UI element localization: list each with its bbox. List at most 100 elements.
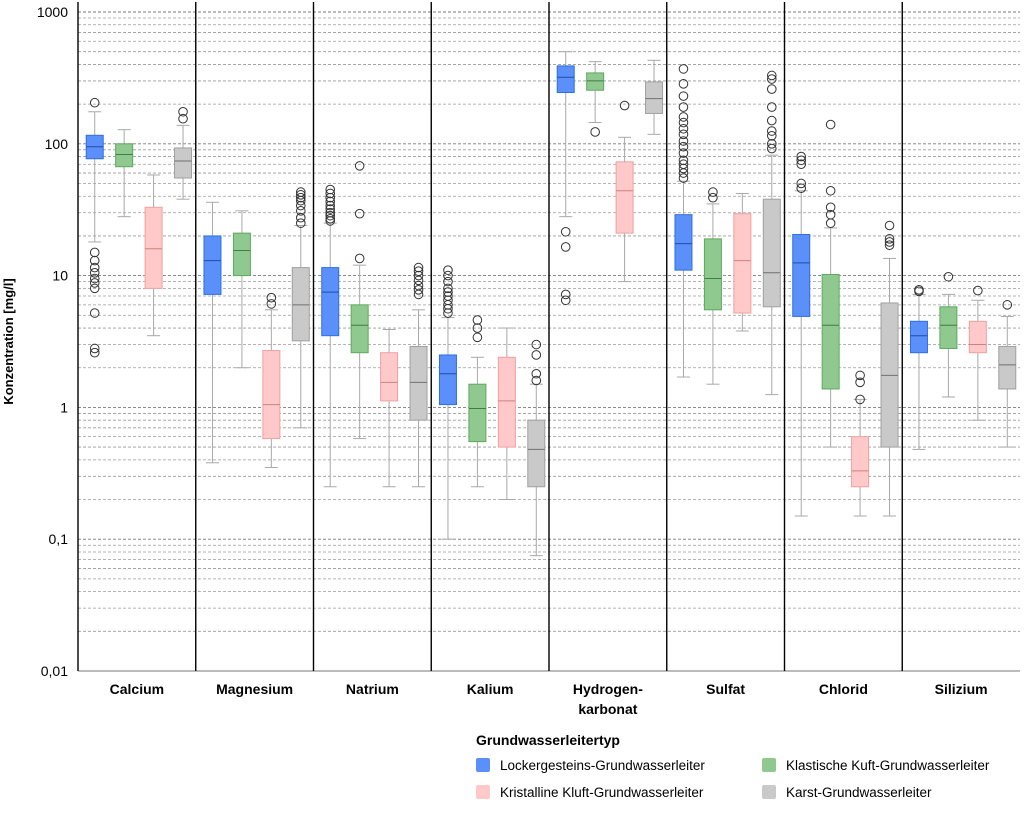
outlier-point: [914, 285, 924, 295]
category-label-line: Calcium: [110, 681, 164, 697]
outlier-point: [89, 343, 100, 354]
outlier-point: [325, 188, 336, 199]
outlier-point: [472, 323, 483, 333]
outlier-point: [766, 70, 777, 81]
outlier-point: [678, 159, 689, 170]
outlier-point: [295, 187, 306, 197]
box-iqr: [144, 206, 163, 289]
outlier-point: [531, 350, 542, 360]
category-label-line: Magnesium: [216, 681, 293, 697]
outlier-point: [89, 262, 100, 273]
outlier-point: [413, 262, 424, 273]
outlier-point: [825, 202, 836, 213]
y-tick-label: 100: [45, 136, 69, 152]
box-iqr: [262, 350, 281, 440]
outlier-point: [295, 200, 306, 211]
outlier-point: [325, 210, 336, 221]
y-tick-label: 10: [52, 268, 68, 284]
box-iqr: [409, 345, 428, 421]
box-iqr: [321, 267, 340, 337]
legend-swatch-green: [762, 758, 776, 772]
outlier-point: [766, 139, 777, 149]
category-label-line: Kalium: [467, 681, 514, 697]
legend-label: Lockergesteins-Grundwasserleiter: [500, 757, 705, 773]
outlier-point: [413, 266, 424, 276]
outlier-point: [796, 178, 807, 189]
outlier-point: [678, 79, 689, 89]
outlier-point: [678, 123, 689, 134]
category-label-line: Chlorid: [819, 681, 868, 697]
outlier-point: [825, 218, 836, 228]
legend-swatch-pink: [476, 785, 490, 799]
outlier-point: [678, 136, 689, 146]
y-tick-label: 1000: [37, 4, 68, 20]
outlier-point: [678, 91, 689, 101]
box-iqr: [291, 267, 310, 342]
category-label: Chlorid: [819, 681, 868, 697]
outlier-point: [178, 106, 188, 117]
category-label-line: Natrium: [346, 681, 399, 697]
outlier-point: [884, 240, 895, 251]
box-iqr: [762, 198, 781, 308]
box-iqr: [968, 320, 987, 354]
outlier-point: [89, 97, 100, 108]
outlier-point: [796, 155, 807, 166]
box-iqr: [703, 238, 722, 311]
legend-swatch-gray: [762, 785, 776, 799]
outlier-point: [89, 268, 100, 278]
category-label: Kalium: [467, 681, 514, 697]
box-iqr: [821, 273, 840, 390]
box-iqr: [380, 352, 399, 402]
box-iqr: [203, 235, 222, 295]
category-label-line: Sulfat: [706, 681, 745, 697]
category-label: Magnesium: [216, 681, 293, 697]
outlier-point: [413, 270, 424, 281]
outlier-point: [443, 287, 453, 297]
y-tick-label: 0,1: [49, 531, 69, 547]
box-iqr: [939, 306, 958, 349]
outlier-point: [766, 126, 777, 136]
box-iqr: [586, 72, 605, 91]
outlier-point: [325, 196, 336, 207]
outlier-point: [354, 161, 365, 171]
outlier-point: [678, 112, 689, 122]
category-label: Calcium: [110, 681, 164, 697]
outlier-point: [825, 209, 836, 220]
outlier-point: [295, 206, 306, 216]
box-iqr: [468, 383, 487, 443]
box-iqr: [615, 161, 634, 234]
legend-label: Kristalline Kluft-Grundwasserleiter: [500, 784, 704, 800]
outlier-point: [619, 100, 630, 111]
outlier-point: [560, 242, 571, 252]
outlier-point: [678, 173, 689, 183]
outlier-point: [825, 185, 836, 196]
outlier-point: [89, 247, 100, 258]
legend-swatch-blue: [476, 758, 490, 772]
box-iqr: [909, 320, 928, 354]
category-label-line: karbonat: [578, 701, 637, 717]
box-iqr: [645, 81, 664, 114]
outlier-point: [443, 270, 453, 281]
outlier-point: [678, 102, 689, 112]
y-tick-label: 0,01: [41, 663, 68, 679]
box-iqr: [851, 436, 870, 488]
outlier-point: [472, 315, 483, 325]
outlier-point: [325, 184, 336, 195]
outlier-point: [89, 347, 100, 358]
outlier-point: [89, 273, 100, 284]
outlier-point: [295, 192, 306, 203]
outlier-point: [443, 283, 453, 294]
outlier-point: [796, 183, 807, 194]
category-label: Sulfat: [706, 681, 745, 697]
outlier-point: [178, 113, 188, 124]
outlier-point: [325, 207, 336, 218]
box-iqr: [792, 234, 811, 317]
outlier-point: [295, 190, 306, 200]
outlier-point: [884, 220, 895, 231]
outlier-point: [443, 276, 453, 287]
outlier-point: [295, 218, 306, 228]
outlier-point: [590, 127, 600, 137]
legend-item-karst: Karst-Grundwasserleiter: [762, 783, 932, 801]
